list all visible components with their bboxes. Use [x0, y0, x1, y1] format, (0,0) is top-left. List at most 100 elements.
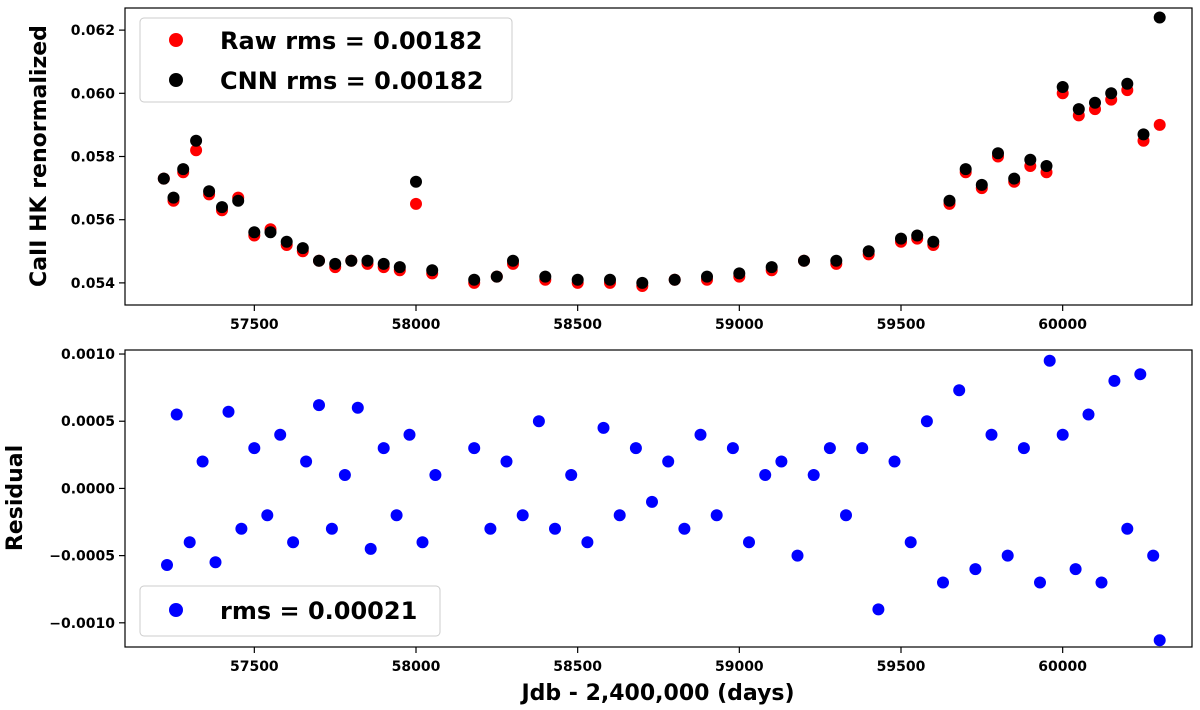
top-series-1-point — [1008, 172, 1021, 185]
bottom-series-0-point — [338, 469, 351, 481]
top-series-1-point — [1137, 128, 1150, 141]
bottom-series-0-point — [937, 576, 949, 589]
bottom-series-0-point — [209, 556, 222, 569]
bottom-series-0-point — [196, 455, 209, 468]
bottom-panel: 57500 58000 58500 59000 59500 60000 0.00100.0… — [3, 347, 1193, 706]
bottom-y-tick-label: 0.0005 — [61, 414, 115, 430]
bottom-series-0-point — [300, 455, 313, 468]
top-x-tick-label: 57500 — [230, 317, 279, 333]
bottom-series-0-point — [1043, 354, 1056, 367]
top-series-1-point — [490, 270, 503, 283]
legend-marker-residual — [169, 603, 183, 617]
bottom-y-tick-label: −0.0010 — [49, 616, 115, 632]
top-series-1-point — [1089, 96, 1101, 109]
top-y-tick-label: 0.060 — [71, 86, 116, 102]
bottom-series-0-point — [823, 442, 836, 455]
top-series-1-point — [830, 254, 843, 267]
top-series-1-point — [862, 245, 875, 258]
top-y-tick-label: 0.062 — [71, 23, 115, 39]
top-series-1-point — [313, 254, 325, 267]
top-y-tick-label: 0.054 — [71, 276, 116, 292]
bottom-legend: rms = 0.00021 — [139, 585, 441, 637]
x-axis-title: Jdb - 2,400,000 (days) — [519, 681, 794, 706]
bottom-series-0-point — [791, 549, 804, 562]
top-series-1-point — [393, 261, 406, 274]
bottom-series-0-point — [1147, 549, 1160, 562]
bottom-series-0-point — [390, 509, 403, 522]
bottom-series-0-point — [985, 428, 998, 441]
top-series-1-point — [1105, 87, 1118, 100]
bottom-series-0-point — [1121, 522, 1134, 535]
bottom-y-tick-label: 0.0010 — [61, 347, 115, 363]
top-x-tick-label: 58000 — [392, 317, 441, 333]
bottom-series-0-point — [274, 428, 287, 441]
top-series-1-point — [216, 201, 228, 214]
top-legend: Raw rms = 0.00182 CNN rms = 0.00182 — [139, 17, 513, 103]
bottom-series-0-point — [403, 428, 416, 441]
bottom-series-0-point — [872, 603, 885, 616]
top-series-1-point — [426, 264, 439, 277]
bottom-series-0-point — [840, 509, 852, 522]
bottom-y-axis-title: Residual — [3, 445, 28, 551]
top-series-1-point — [798, 254, 810, 267]
bottom-x-tick-label: 60000 — [1038, 659, 1087, 675]
top-series-1-point — [668, 273, 681, 286]
legend-label-raw: Raw rms = 0.00182 — [220, 27, 482, 55]
top-x-tick-label: 58500 — [553, 317, 602, 333]
top-series-1-point — [329, 257, 342, 270]
top-series-1-point — [361, 254, 374, 267]
bottom-series-0-point — [429, 469, 442, 481]
bottom-series-0-point — [484, 522, 497, 535]
top-series-1-point — [975, 178, 988, 191]
top-series-1-point — [1040, 160, 1053, 172]
bottom-x-tick-label: 58500 — [553, 659, 602, 675]
bottom-x-tick-label: 59500 — [877, 659, 926, 675]
top-series-1-point — [636, 276, 649, 289]
bottom-x-tick-label: 58000 — [392, 659, 441, 675]
bottom-series-0-point — [351, 401, 364, 414]
bottom-series-0-point — [646, 495, 658, 508]
bottom-series-0-point — [364, 542, 377, 555]
top-series-1-point — [1072, 103, 1085, 116]
bottom-y-axis: 0.0010 0.0005 0.0000 −0.0005 −0.0010 — [49, 347, 125, 632]
bottom-series-0-point — [597, 421, 610, 434]
bottom-x-tick-label: 59000 — [715, 659, 764, 675]
bottom-series-0-point — [235, 522, 248, 535]
bottom-y-tick-label: −0.0005 — [49, 549, 115, 565]
bottom-series-0-point — [1095, 576, 1108, 589]
bottom-series-0-point — [581, 536, 594, 549]
top-series-1-point — [604, 273, 616, 286]
top-y-axis-title: CaII HK renormalized — [27, 25, 52, 287]
bottom-series-0-point — [888, 455, 901, 468]
top-series-group — [157, 11, 1166, 292]
bottom-series-0-point — [161, 559, 173, 571]
top-series-1-point — [733, 267, 746, 280]
top-series-1-point — [190, 134, 203, 147]
bottom-series-0-point — [516, 509, 529, 522]
bottom-series-0-point — [629, 442, 642, 455]
bottom-series-0-point — [1034, 576, 1046, 589]
bottom-series-0-point — [1001, 549, 1014, 562]
bottom-series-0-point — [248, 442, 261, 455]
bottom-series-0-point — [1017, 442, 1030, 455]
top-series-1-point — [1056, 81, 1069, 93]
bottom-series-0-point — [532, 415, 545, 428]
bottom-series-0-point — [662, 455, 675, 468]
bottom-series-0-point — [856, 442, 869, 455]
bottom-series-0-point — [222, 405, 235, 418]
top-y-tick-label: 0.056 — [71, 213, 115, 229]
bottom-series-0-point — [549, 522, 561, 535]
bottom-series-group — [161, 354, 1166, 647]
bottom-series-0-point — [287, 536, 300, 549]
top-series-1-point — [280, 235, 293, 248]
bottom-series-0-point — [710, 509, 723, 522]
top-x-tick-label: 60000 — [1038, 317, 1087, 333]
top-series-1-point — [468, 273, 481, 286]
top-series-0-point — [1153, 118, 1166, 131]
bottom-series-0-point — [969, 563, 982, 576]
legend-label-cnn: CNN rms = 0.00182 — [220, 67, 483, 95]
bottom-series-0-point — [678, 522, 691, 535]
top-series-1-point — [264, 226, 277, 239]
bottom-series-0-point — [183, 536, 196, 549]
